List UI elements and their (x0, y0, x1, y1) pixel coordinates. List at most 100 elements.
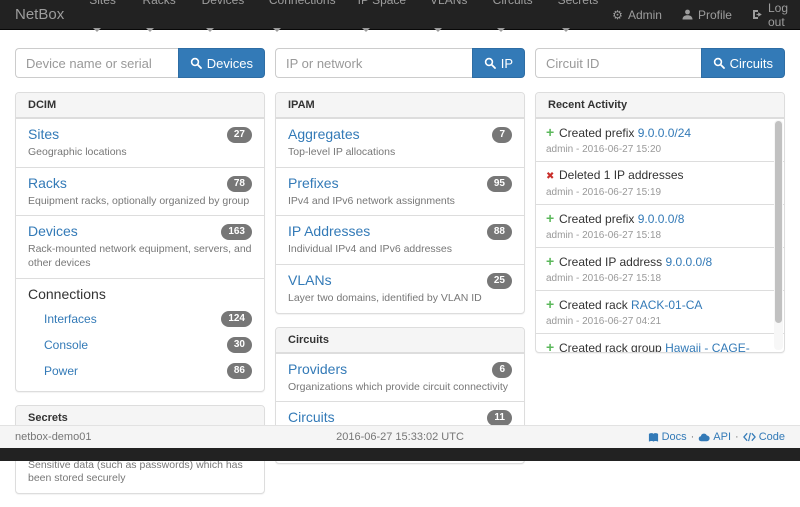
nav-menu-item: Devices (191, 0, 258, 45)
nav-menu-item: IP Space (347, 0, 419, 45)
circuit-search-input[interactable] (535, 48, 701, 78)
object-link[interactable]: Sites (28, 126, 60, 142)
ipam-column: IPAM 7 Aggregates Top-level IP allocatio… (275, 92, 525, 477)
nav-menu-link[interactable]: Devices (191, 0, 258, 45)
nav-menu-item: Circuits (482, 0, 547, 45)
ip-search-group: IP (275, 48, 525, 78)
footer-links: Docs · API · Code (585, 431, 785, 443)
count-badge: 30 (226, 336, 252, 353)
nav-menu-link[interactable]: Connections (258, 0, 347, 45)
code-link[interactable]: Code (742, 431, 785, 443)
user-icon (682, 9, 693, 20)
object-link[interactable]: Circuits (288, 409, 335, 426)
activity-meta: admin - 2016-06-27 15:18 (546, 273, 662, 284)
list-item: 88 IP Addresses Individual IPv4 and IPv6… (276, 215, 524, 264)
connection-row: 124 Interfaces (28, 306, 252, 332)
activity-item: Deleted 1 IP addresses admin - 2016-06-2… (536, 161, 784, 204)
object-link[interactable]: Racks (28, 174, 67, 191)
connection-link[interactable]: Power (44, 363, 79, 378)
plus-icon (546, 210, 559, 228)
activity-text: Created rack (559, 298, 628, 312)
object-link[interactable]: Prefixes (288, 174, 339, 191)
list-item: 78 Racks Equipment racks, optionally org… (16, 166, 264, 216)
nav-menu-link[interactable]: VLANs (419, 0, 482, 45)
object-link[interactable]: Devices (28, 223, 78, 240)
object-description: Geographic locations (28, 146, 127, 158)
device-search-button[interactable]: Devices (177, 48, 265, 78)
recent-activity-panel: Recent Activity Created prefix 9.0.0.0/2… (535, 92, 785, 353)
connection-row: 30 Console (28, 332, 252, 358)
docs-link[interactable]: Docs (648, 431, 687, 443)
device-search-group: Devices (15, 48, 265, 78)
object-link[interactable]: Providers (288, 360, 348, 377)
nav-menu-item: Secrets (547, 0, 613, 45)
remove-icon (546, 168, 559, 185)
connections-title: Connections (28, 285, 106, 302)
count-badge: 11 (487, 410, 512, 427)
netbox-brand[interactable]: NetBox (15, 5, 65, 23)
activity-text: Created IP address (559, 255, 663, 269)
admin-link[interactable]: ⚙ Admin (612, 7, 662, 22)
list-item: 27 Sites Geographic locations (16, 118, 264, 167)
object-description: Top-level IP allocations (288, 146, 396, 158)
list-item: 163 Devices Rack-mounted network equipme… (16, 215, 264, 277)
object-link[interactable]: VLANs (288, 271, 332, 288)
activity-text: Created prefix (559, 212, 635, 226)
device-search-input[interactable] (15, 48, 178, 78)
api-link[interactable]: API (698, 431, 731, 443)
count-badge: 95 (486, 175, 512, 192)
chevron-down-icon (496, 28, 505, 33)
page-footer: netbox-demo01 2016-06-27 15:33:02 UTC Do… (0, 425, 800, 448)
nav-menu-link[interactable]: Secrets (547, 0, 613, 45)
dcim-panel: DCIM 27 Sites Geographic locations 78 Ra… (15, 92, 265, 392)
nav-menu-item: Racks (131, 0, 190, 45)
connection-row: 86 Power (28, 358, 252, 384)
plus-icon (546, 124, 559, 142)
activity-item: Created rack RACK-01-CA admin - 2016-06-… (536, 290, 784, 333)
connection-link[interactable]: Interfaces (44, 311, 97, 326)
object-description: Organizations which provide circuit conn… (288, 380, 509, 393)
gear-icon: ⚙ (612, 7, 623, 22)
object-description: IPv4 and IPv6 network assignments (288, 194, 455, 207)
count-badge: 78 (226, 175, 252, 192)
activity-object-link[interactable]: 9.0.0.0/8 (637, 212, 685, 226)
bottom-bar (0, 448, 800, 461)
activity-object-link[interactable]: 9.0.0.0/8 (665, 255, 713, 269)
object-description: Layer two domains, identified by VLAN ID (288, 291, 482, 304)
object-description: Equipment racks, optionally organized by… (28, 194, 250, 207)
nav-menu-link[interactable]: IP Space (347, 0, 419, 45)
logout-link[interactable]: Log out (752, 1, 788, 29)
profile-link[interactable]: Profile (682, 8, 732, 22)
activity-meta: admin - 2016-06-27 15:19 (546, 187, 662, 198)
plus-icon (546, 296, 559, 314)
activity-object-link[interactable]: 9.0.0.0/24 (637, 126, 692, 140)
activity-column: Recent Activity Created prefix 9.0.0.0/2… (535, 92, 785, 366)
plus-icon (546, 339, 559, 352)
search-icon (713, 57, 725, 69)
chevron-down-icon (146, 28, 155, 33)
connection-link[interactable]: Console (44, 337, 89, 352)
count-badge: 6 (492, 361, 512, 378)
activity-scrollbar[interactable] (774, 120, 783, 350)
nav-menu-item: Connections (258, 0, 347, 45)
activity-object-link[interactable]: Hawaii - CAGE-DH1-01 (665, 341, 750, 352)
activity-list: Created prefix 9.0.0.0/24 admin - 2016-0… (536, 118, 784, 352)
activity-object-link[interactable]: RACK-01-CA (631, 298, 703, 312)
ip-search-input[interactable] (275, 48, 472, 78)
count-badge: 88 (486, 224, 512, 241)
object-link[interactable]: Aggregates (288, 126, 360, 142)
plus-icon (546, 253, 559, 271)
hostname-label: netbox-demo01 (15, 431, 92, 443)
logout-icon (752, 10, 762, 19)
nav-menu-link[interactable]: Circuits (482, 0, 547, 45)
cloud-icon (699, 433, 710, 441)
ipam-panel-title: IPAM (276, 93, 524, 118)
nav-menu-item: VLANs (419, 0, 482, 45)
activity-scrollbar-thumb[interactable] (775, 121, 782, 324)
nav-menu-link[interactable]: Racks (131, 0, 190, 45)
circuit-search-button[interactable]: Circuits (700, 48, 785, 78)
nav-menu-link[interactable]: Sites (78, 0, 131, 45)
count-badge: 163 (221, 224, 252, 241)
object-link[interactable]: IP Addresses (288, 223, 371, 240)
ip-search-button[interactable]: IP (471, 48, 525, 78)
